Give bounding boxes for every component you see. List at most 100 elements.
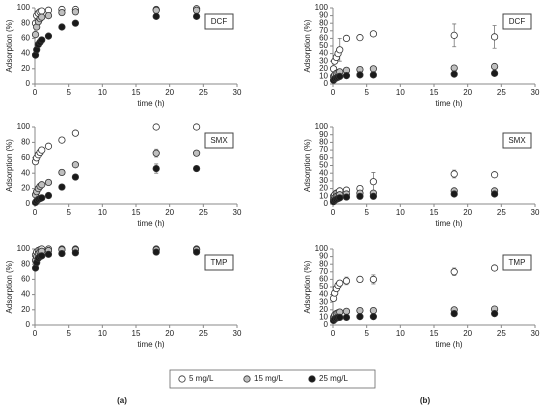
point <box>336 46 344 54</box>
x-tick-label: 25 <box>199 88 208 97</box>
point <box>369 71 377 79</box>
y-tick-label: 90 <box>319 11 328 20</box>
point <box>342 72 351 80</box>
y-tick-label: 30 <box>319 56 328 65</box>
point <box>71 129 80 137</box>
y-tick-label: 0 <box>26 79 31 88</box>
point <box>336 194 344 202</box>
panel-tag: TMP <box>211 258 228 267</box>
x-tick-label: 15 <box>132 329 141 338</box>
panel-tag-box <box>502 13 532 30</box>
y-tick-label: 70 <box>319 145 328 154</box>
y-tick-label: 100 <box>17 122 31 131</box>
point <box>193 123 201 131</box>
point <box>38 252 46 260</box>
point <box>369 313 377 321</box>
point <box>342 34 351 43</box>
x-tick-label: 25 <box>199 329 208 338</box>
point <box>152 123 160 131</box>
x-tick-label: 20 <box>165 88 174 97</box>
y-tick-label: 0 <box>324 79 329 88</box>
point <box>58 168 66 177</box>
panel-tag: SMX <box>508 136 526 145</box>
point <box>369 192 377 200</box>
y-tick-label: 90 <box>319 252 328 261</box>
x-tick-label: 5 <box>364 88 369 97</box>
x-tick-label: 25 <box>199 208 208 217</box>
point <box>450 31 458 39</box>
x-tick-label: 20 <box>165 208 174 217</box>
point <box>356 34 364 42</box>
y-axis-label: Adsorption (%) <box>5 139 14 192</box>
point <box>356 313 364 321</box>
point <box>369 65 377 73</box>
point <box>44 11 53 20</box>
point <box>336 313 344 321</box>
y-tick-label: 80 <box>21 18 30 27</box>
point <box>193 248 201 256</box>
y-tick-label: 20 <box>21 305 30 314</box>
x-tick-label: 5 <box>364 329 369 338</box>
panel-tag: DCF <box>509 17 526 26</box>
y-tick-label: 40 <box>21 168 30 177</box>
y-tick-label: 20 <box>21 184 30 193</box>
y-tick-label: 60 <box>21 153 30 162</box>
point <box>44 191 53 200</box>
y-tick-label: 10 <box>319 72 328 81</box>
point <box>71 161 80 169</box>
point <box>450 268 458 276</box>
y-tick-label: 80 <box>319 259 328 268</box>
y-tick-label: 60 <box>319 34 328 43</box>
panel-tag-box <box>204 254 234 271</box>
x-tick-label: 0 <box>331 88 336 97</box>
point <box>31 30 40 39</box>
y-tick-label: 60 <box>21 275 30 284</box>
x-tick-label: 10 <box>396 208 405 217</box>
point <box>369 30 377 38</box>
point <box>490 190 499 198</box>
y-tick-label: 60 <box>319 153 328 162</box>
x-tick-label: 30 <box>233 88 242 97</box>
panel-tag: DCF <box>211 17 228 26</box>
x-tick-label: 10 <box>396 88 405 97</box>
y-axis-label: Adsorption (%) <box>303 139 312 192</box>
legend-swatch <box>308 375 316 383</box>
x-axis-label: time (h) <box>435 99 462 108</box>
y-tick-label: 80 <box>319 138 328 147</box>
point <box>342 193 351 201</box>
point <box>71 249 80 257</box>
point <box>152 149 160 157</box>
point <box>336 72 344 81</box>
y-tick-label: 40 <box>21 49 30 58</box>
x-tick-label: 5 <box>66 329 71 338</box>
point <box>450 170 458 178</box>
point <box>369 178 377 186</box>
x-tick-label: 10 <box>98 88 107 97</box>
point <box>58 183 66 191</box>
legend-swatch <box>178 375 186 383</box>
x-tick-label: 25 <box>497 208 506 217</box>
x-tick-label: 10 <box>98 208 107 217</box>
x-tick-label: 15 <box>430 329 439 338</box>
y-tick-label: 40 <box>319 168 328 177</box>
y-tick-label: 0 <box>324 199 329 208</box>
column-label: (b) <box>420 396 431 405</box>
point <box>342 277 351 285</box>
x-tick-label: 30 <box>531 88 540 97</box>
point <box>44 178 53 187</box>
y-tick-label: 100 <box>17 3 31 12</box>
y-tick-label: 100 <box>315 3 329 12</box>
point <box>342 307 351 315</box>
x-tick-label: 15 <box>430 88 439 97</box>
y-tick-label: 20 <box>21 64 30 73</box>
y-tick-label: 40 <box>319 49 328 58</box>
point <box>490 309 499 318</box>
point <box>490 264 499 272</box>
x-tick-label: 15 <box>132 88 141 97</box>
point <box>450 190 458 198</box>
x-axis-label: time (h) <box>137 219 164 228</box>
x-tick-label: 25 <box>497 329 506 338</box>
point <box>71 8 80 16</box>
y-axis-label: Adsorption (%) <box>5 260 14 313</box>
